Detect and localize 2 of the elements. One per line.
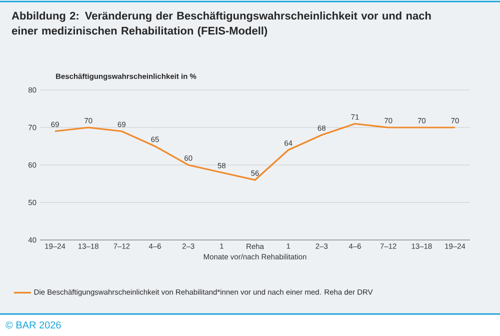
chart-title: Abbildung 2: Veränderung der Beschäftigungswahrscheinlichkeit vor und nach einer medizinischen Rehabilitation (FEIS-Modell) bbox=[12, 12, 431, 37]
text: © BAR 2026 bbox=[6, 321, 61, 329]
